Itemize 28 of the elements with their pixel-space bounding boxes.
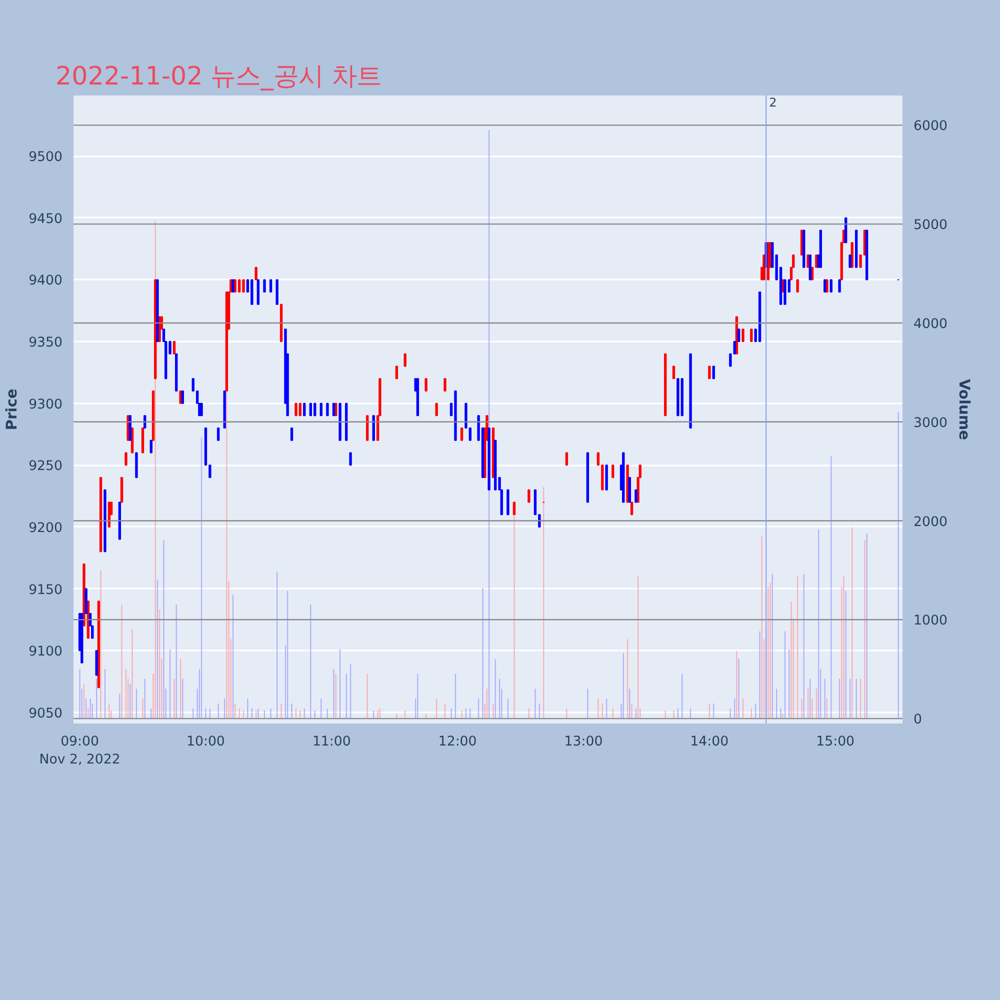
y-tick-label: 9350	[28, 336, 63, 351]
y-tick-label: 9050	[28, 706, 63, 722]
y2-tick-label: 6000	[914, 119, 948, 134]
chart-title: 2022-11-02 뉴스_공시 차트	[56, 60, 382, 90]
x-tick-label: 11:00	[312, 734, 351, 750]
x-tick-label: 10:00	[186, 734, 225, 750]
y-tick-label: 9500	[28, 150, 63, 166]
y-tick-label: 9250	[28, 459, 63, 474]
ref-line-label: 2	[769, 96, 777, 110]
x-tick-label: 14:00	[690, 734, 729, 750]
x-tick-label: 15:00	[816, 734, 855, 750]
x-tick-label: 13:00	[564, 734, 603, 750]
y2-tick-label: 2000	[914, 514, 948, 530]
y-tick-label: 9300	[28, 397, 63, 412]
y-axis-title: Price	[4, 388, 21, 430]
y2-tick-label: 0	[914, 712, 922, 728]
x-tick-label: 12:00	[438, 734, 477, 750]
y2-axis-title: Volume	[955, 378, 972, 440]
y-tick-label: 9400	[28, 274, 63, 289]
y-tick-label: 9450	[28, 212, 63, 227]
y2-tick-label: 1000	[914, 614, 948, 629]
y2-tick-label: 5000	[914, 218, 948, 234]
x-tick-label: 09:00 Nov 2, 2022	[39, 734, 120, 768]
y2-tick-label: 4000	[914, 316, 948, 332]
y-tick-label: 9100	[28, 644, 63, 660]
y-tick-label: 9150	[28, 582, 63, 598]
y-tick-label: 9200	[28, 520, 63, 536]
y2-tick-label: 3000	[914, 416, 948, 431]
